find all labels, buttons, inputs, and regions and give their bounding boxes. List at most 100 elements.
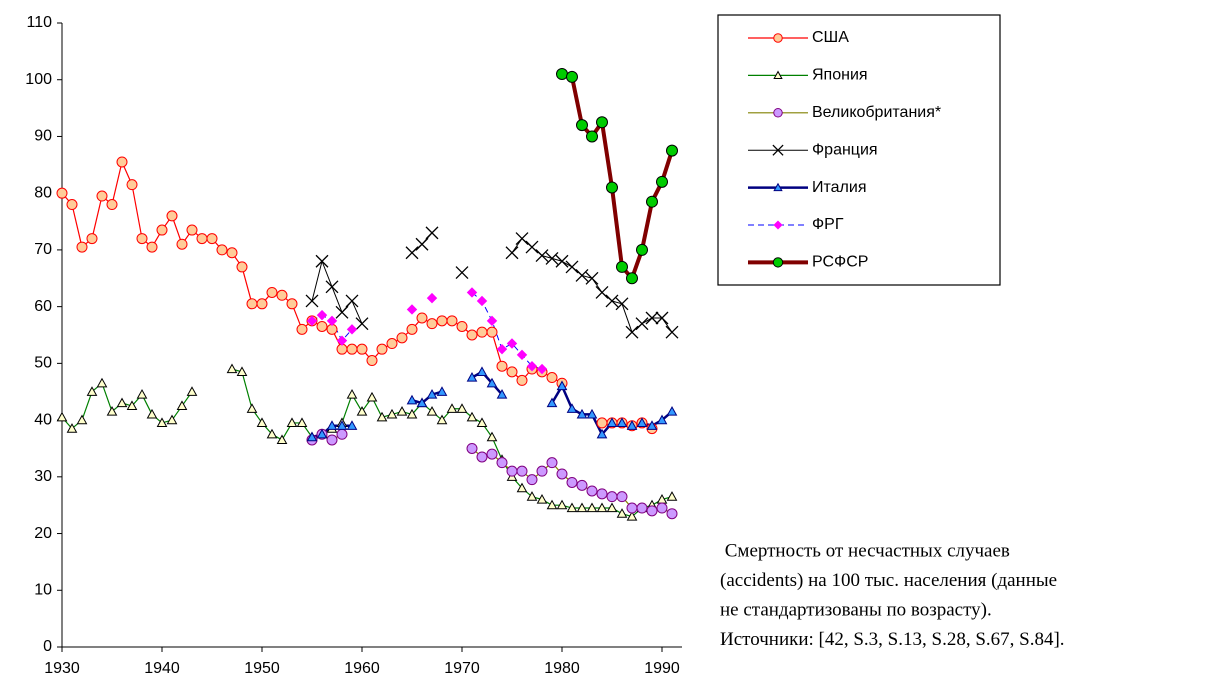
annotation: (accidents) на 100 тыс. населения (данны… — [720, 570, 1057, 591]
marker — [773, 33, 783, 43]
marker — [655, 311, 669, 325]
marker — [366, 391, 378, 402]
marker — [306, 315, 318, 327]
marker — [656, 175, 668, 188]
marker — [436, 315, 448, 327]
marker — [306, 431, 318, 442]
marker — [516, 374, 528, 386]
y-tick-label: 110 — [26, 14, 52, 31]
marker — [626, 502, 638, 514]
legend-label: Франция — [812, 141, 878, 158]
series-line — [311, 292, 543, 370]
marker — [226, 247, 238, 259]
marker — [126, 400, 138, 411]
marker — [516, 349, 528, 361]
marker — [606, 417, 618, 428]
x-tick-label: 1960 — [344, 660, 380, 677]
marker — [665, 325, 679, 339]
marker — [226, 363, 238, 374]
marker — [616, 491, 628, 503]
marker — [466, 442, 478, 454]
marker — [656, 414, 668, 425]
marker — [596, 116, 608, 129]
marker — [606, 181, 618, 194]
marker — [186, 224, 198, 236]
marker — [596, 417, 608, 429]
marker — [386, 338, 398, 350]
marker — [335, 305, 349, 319]
marker — [76, 241, 88, 253]
marker — [505, 246, 519, 260]
marker — [56, 187, 68, 199]
marker — [773, 220, 783, 230]
marker — [315, 254, 329, 268]
marker — [436, 414, 448, 425]
y-tick-label: 60 — [34, 298, 52, 315]
marker — [456, 403, 468, 413]
marker — [406, 408, 418, 419]
marker — [56, 411, 68, 422]
marker — [376, 411, 388, 422]
marker — [546, 372, 558, 384]
marker — [476, 295, 488, 307]
marker — [136, 389, 148, 399]
marker — [146, 241, 158, 253]
marker — [565, 260, 579, 274]
marker — [476, 417, 488, 428]
y-tick-label: 40 — [34, 411, 52, 428]
marker — [486, 448, 498, 460]
marker — [636, 243, 648, 256]
marker — [576, 479, 588, 491]
marker — [516, 465, 528, 477]
marker — [546, 457, 558, 469]
marker — [126, 179, 138, 191]
legend-label: РСФСР — [812, 254, 868, 271]
marker — [396, 406, 408, 416]
marker — [773, 70, 783, 79]
marker — [336, 428, 348, 440]
marker — [566, 502, 578, 513]
marker — [406, 304, 418, 315]
marker — [636, 502, 648, 514]
y-tick-label: 20 — [34, 525, 52, 542]
marker — [476, 451, 488, 463]
marker — [256, 417, 268, 428]
x-tick-label: 1950 — [244, 660, 280, 677]
marker — [546, 397, 558, 408]
marker — [536, 363, 548, 375]
marker — [466, 372, 478, 382]
marker — [316, 320, 328, 332]
marker — [416, 312, 428, 324]
marker — [326, 315, 338, 327]
marker — [296, 417, 308, 428]
marker — [116, 156, 128, 168]
marker — [596, 428, 608, 439]
marker — [436, 386, 448, 396]
marker — [355, 317, 369, 331]
marker — [196, 233, 208, 245]
marker — [236, 366, 248, 376]
marker — [116, 397, 128, 408]
marker — [615, 297, 629, 311]
marker — [555, 254, 569, 268]
marker — [316, 309, 328, 321]
legend-label: США — [812, 29, 849, 46]
marker — [466, 329, 478, 341]
marker — [256, 298, 268, 310]
marker — [556, 68, 568, 81]
marker — [585, 271, 599, 285]
marker — [425, 226, 439, 240]
marker — [166, 414, 178, 425]
y-tick-label: 100 — [25, 71, 52, 88]
legend-label: Япония — [812, 67, 868, 84]
x-tick-label: 1990 — [644, 660, 680, 677]
marker — [545, 251, 559, 265]
marker — [305, 294, 319, 308]
marker — [345, 294, 359, 308]
marker — [496, 343, 508, 355]
marker — [136, 233, 148, 245]
marker — [346, 420, 358, 430]
marker — [526, 491, 538, 501]
marker — [606, 491, 618, 503]
